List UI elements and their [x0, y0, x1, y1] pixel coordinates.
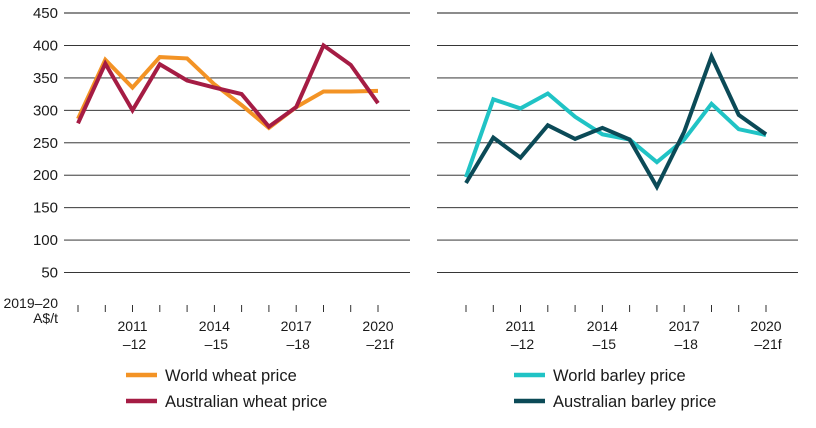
legend-label: World wheat price	[165, 367, 297, 385]
y-tick-label: 400	[33, 37, 58, 54]
series-line-world-barley-price	[464, 91, 767, 178]
x-tick-sublabel: –18	[287, 336, 311, 352]
y-tick-label: 50	[41, 265, 58, 282]
y-tick-label: 350	[33, 70, 58, 87]
x-tick-label: 2017	[669, 318, 700, 334]
series-line-australian-barley-price	[464, 51, 768, 192]
series-lines	[76, 42, 768, 192]
x-tick-label: 2014	[199, 318, 230, 334]
gridlines	[64, 12, 798, 274]
series-line-australian-wheat-price	[76, 42, 380, 130]
y-tick-label: 100	[33, 232, 58, 249]
x-tick-sublabel: –15	[593, 336, 617, 352]
legend-label: Australian barley price	[553, 393, 716, 411]
x-tick-label: 2020	[362, 318, 393, 334]
legend: World wheat price Australian wheat price W…	[126, 367, 716, 411]
y-unit-label-line1: 2019–20	[3, 295, 58, 311]
x-tick-label: 2017	[281, 318, 312, 334]
legend-label: World barley price	[553, 367, 686, 385]
x-tick-sublabel: –21f	[754, 336, 781, 352]
y-tick-label: 200	[33, 167, 58, 184]
x-tick-sublabel: –12	[123, 336, 147, 352]
x-tick-label: 2020	[750, 318, 781, 334]
x-tick-sublabel: –21f	[366, 336, 393, 352]
y-tick-label: 300	[33, 102, 58, 119]
axes	[77, 305, 767, 312]
y-tick-label: 150	[33, 200, 58, 217]
y-tick-label: 250	[33, 135, 58, 152]
x-tick-sublabel: –18	[675, 336, 699, 352]
x-tick-sublabel: –15	[205, 336, 229, 352]
x-tick-label: 2014	[587, 318, 618, 334]
series-line-world-wheat-price	[76, 55, 379, 131]
y-unit-label-line2: A$/t	[33, 310, 58, 326]
x-tick-sublabel: –12	[511, 336, 535, 352]
legend-label: Australian wheat price	[165, 393, 327, 411]
x-tick-label: 2011	[505, 318, 535, 334]
x-tick-label: 2011	[117, 318, 147, 334]
axis-labels: 2019–20 A$/t 50 100 150 200 250 300 350 400 450 2…	[3, 5, 781, 352]
y-tick-label: 450	[33, 5, 58, 22]
